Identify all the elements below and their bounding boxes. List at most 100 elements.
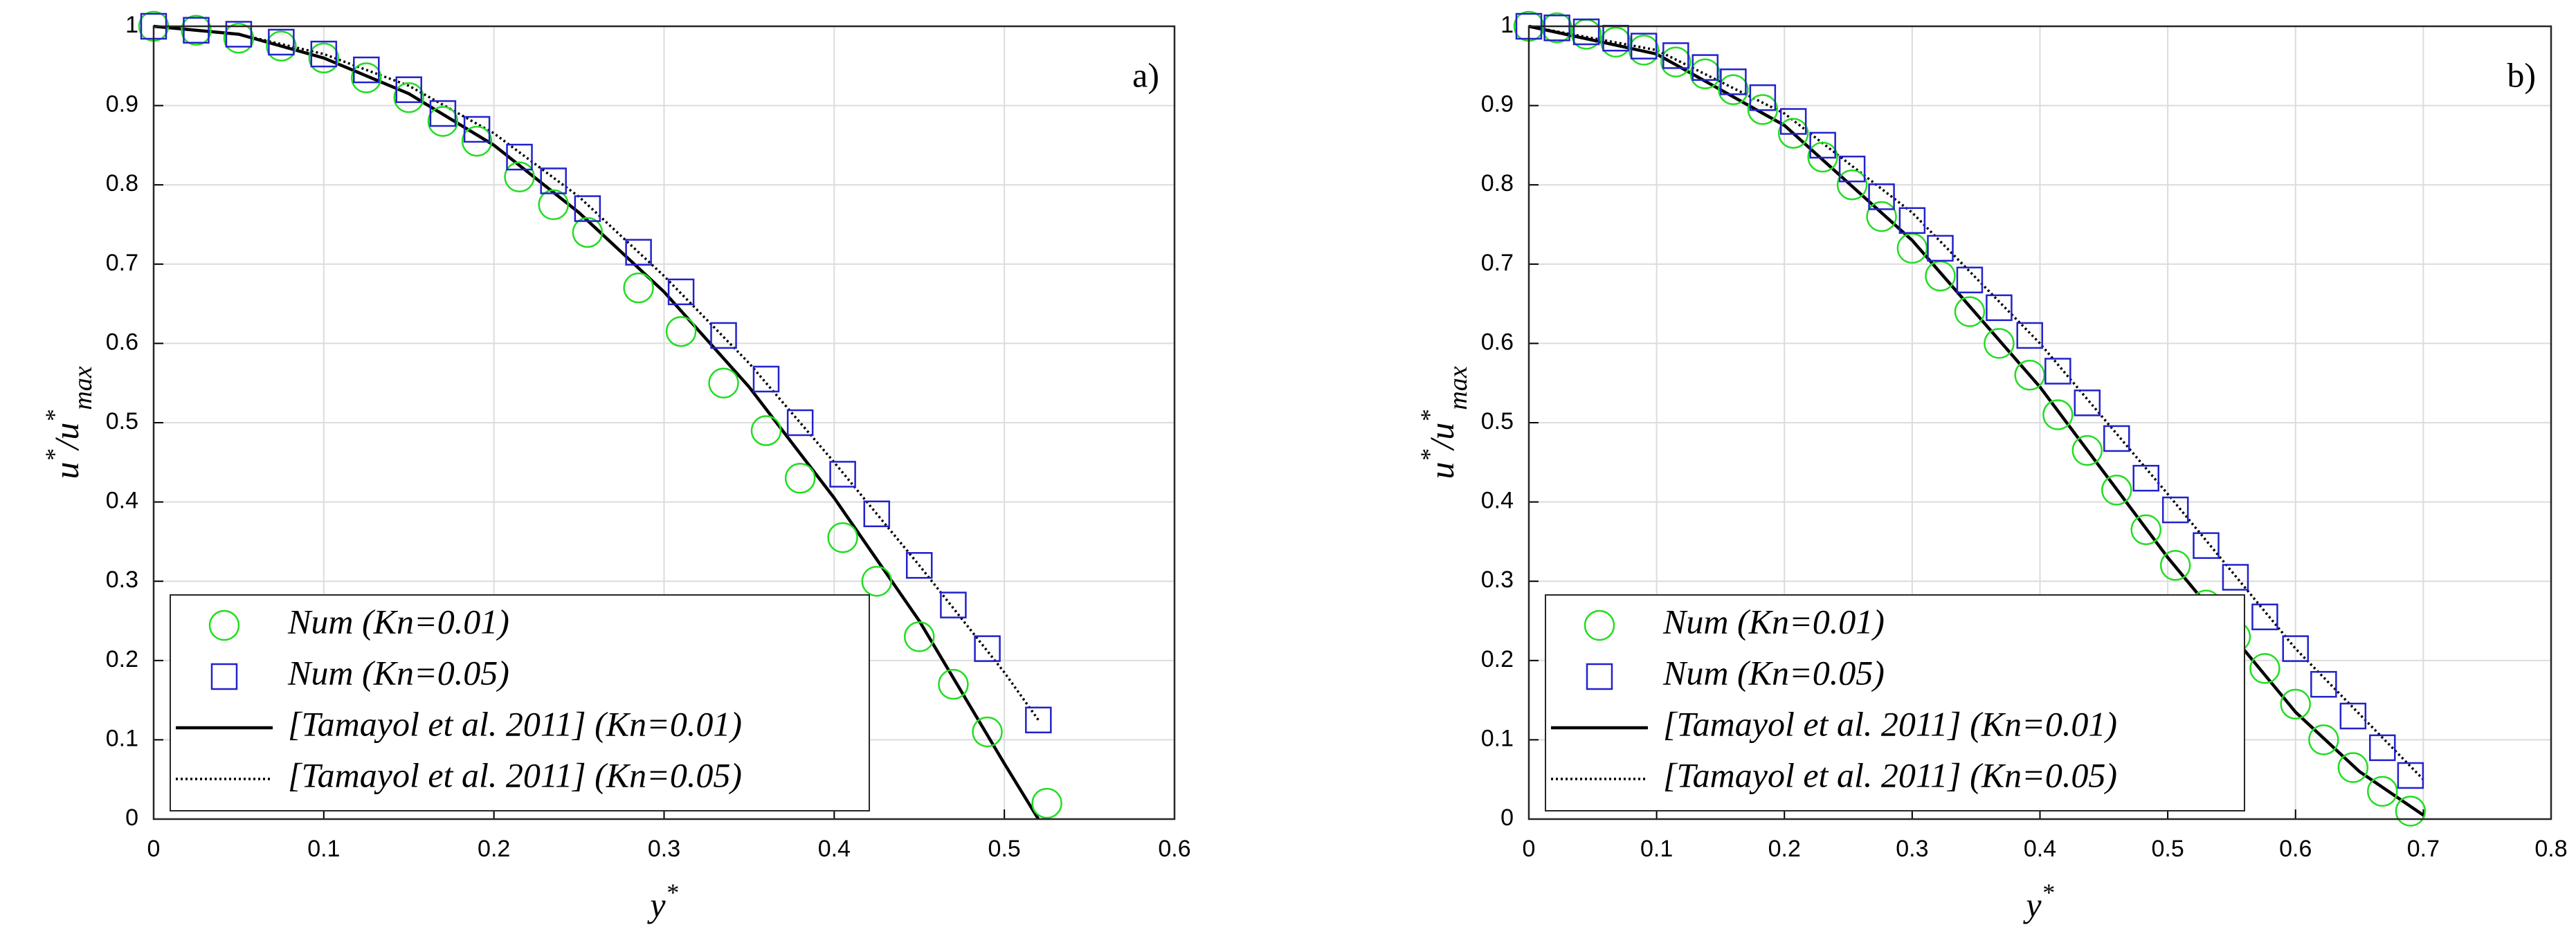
- y-label-part: *: [40, 450, 68, 462]
- marker-square: [1956, 266, 1984, 293]
- marker-square: [863, 500, 891, 528]
- marker-circle: [1777, 118, 1809, 149]
- x-tick-label: 0.6: [1158, 836, 1190, 862]
- y-tick-label: 0.8: [106, 170, 138, 196]
- marker-circle: [2014, 359, 2045, 391]
- marker-circle: [1628, 35, 1660, 66]
- marker-circle: [665, 315, 697, 347]
- marker-circle: [1836, 169, 1868, 201]
- y-tick-label: 0.9: [106, 91, 138, 118]
- marker-circle: [623, 272, 654, 304]
- marker-circle: [1600, 26, 1631, 58]
- marker-square: [310, 40, 338, 68]
- marker-circle: [1031, 787, 1062, 819]
- marker-square: [268, 28, 295, 56]
- y-label-part: u: [47, 462, 86, 479]
- marker-square: [2339, 702, 2367, 730]
- x-tick-label: 0.1: [1640, 836, 1673, 862]
- marker-square: [786, 409, 814, 437]
- y-tick-label: 0.4: [1481, 488, 1514, 514]
- marker-square: [2282, 635, 2309, 662]
- x-label-part: *: [666, 879, 678, 906]
- marker-square: [710, 322, 737, 349]
- marker-square: [1543, 15, 1570, 42]
- x-tick-label: 0.3: [1896, 836, 1928, 862]
- x-label-part: y: [2022, 886, 2042, 924]
- marker-square: [506, 143, 533, 171]
- marker-circle: [308, 42, 340, 74]
- marker-square: [2251, 603, 2278, 631]
- legend-marker: [208, 609, 240, 641]
- marker-square: [2016, 322, 2043, 349]
- marker-circle: [904, 621, 935, 652]
- legend-label: Num (Kn=0.05): [287, 653, 509, 692]
- marker-square: [2397, 762, 2424, 789]
- y-tick-label: 0.6: [106, 329, 138, 355]
- y-tick-label: 0.9: [1481, 91, 1514, 118]
- marker-square: [1630, 33, 1658, 59]
- y-tick-label: 0.3: [1481, 567, 1514, 593]
- marker-circle: [2159, 550, 2191, 581]
- marker-square: [2369, 734, 2396, 762]
- marker-square: [1572, 18, 1600, 46]
- marker-square: [829, 461, 856, 488]
- marker-circle: [1689, 58, 1721, 90]
- panel-label: a): [1132, 55, 1159, 94]
- marker-square: [540, 167, 567, 194]
- legend-box: [1545, 594, 2245, 811]
- marker-circle: [538, 189, 569, 221]
- marker-circle: [861, 565, 893, 597]
- marker-circle: [750, 415, 782, 446]
- legend-label: [Tamayol et al. 2011] (Kn=0.01): [288, 704, 742, 743]
- marker-square: [395, 76, 422, 103]
- y-tick-label: 0.4: [106, 488, 138, 514]
- marker-circle: [2101, 475, 2132, 506]
- y-tick-label: 0.7: [1481, 250, 1514, 276]
- legend-box: [170, 594, 870, 811]
- marker-circle: [393, 82, 424, 113]
- x-tick-label: 0.1: [307, 836, 340, 862]
- y-tick-label: 0.1: [106, 725, 138, 751]
- marker-circle: [1954, 296, 1986, 327]
- x-tick-label: 0.2: [1768, 836, 1801, 862]
- marker-circle: [938, 668, 969, 700]
- marker-circle: [1984, 328, 2015, 359]
- marker-circle: [2308, 724, 2339, 755]
- legend-label: Num (Kn=0.01): [287, 602, 509, 641]
- y-axis-label: u*/u*max: [40, 366, 97, 479]
- x-tick-label: 0.8: [2534, 836, 2567, 862]
- y-label-part: u: [1422, 462, 1461, 479]
- marker-square: [1720, 68, 1747, 95]
- x-label-part: y: [646, 886, 666, 924]
- legend-marker: [1586, 663, 1613, 690]
- marker-square: [625, 239, 652, 266]
- y-axis-label: u*/u*max: [1415, 366, 1472, 479]
- marker-square: [667, 278, 695, 306]
- marker-circle: [461, 125, 493, 157]
- x-tick-label: 0.4: [2024, 836, 2056, 862]
- marker-square: [574, 195, 601, 222]
- x-label-part: *: [2042, 879, 2054, 906]
- x-axis-label: y*: [646, 879, 678, 924]
- marker-circle: [2395, 796, 2427, 827]
- marker-square: [752, 365, 780, 393]
- marker-circle: [1807, 141, 1838, 173]
- y-tick-label: 0: [1500, 805, 1514, 831]
- marker-square: [1868, 183, 1895, 210]
- marker-circle: [1866, 201, 1897, 232]
- marker-square: [2193, 532, 2220, 559]
- x-tick-label: 0: [147, 836, 161, 862]
- marker-circle: [2130, 514, 2161, 545]
- marker-square: [1986, 294, 2013, 322]
- marker-square: [1779, 108, 1807, 135]
- marker-square: [429, 100, 457, 127]
- y-tick-label: 1: [125, 12, 138, 38]
- y-tick-label: 1: [1500, 12, 1514, 38]
- x-tick-label: 0.4: [818, 836, 851, 862]
- marker-square: [463, 116, 491, 143]
- marker-circle: [2367, 776, 2398, 807]
- marker-square: [940, 591, 967, 618]
- x-tick-label: 0.5: [988, 836, 1021, 862]
- marker-square: [1898, 207, 1926, 235]
- marker-circle: [827, 522, 858, 553]
